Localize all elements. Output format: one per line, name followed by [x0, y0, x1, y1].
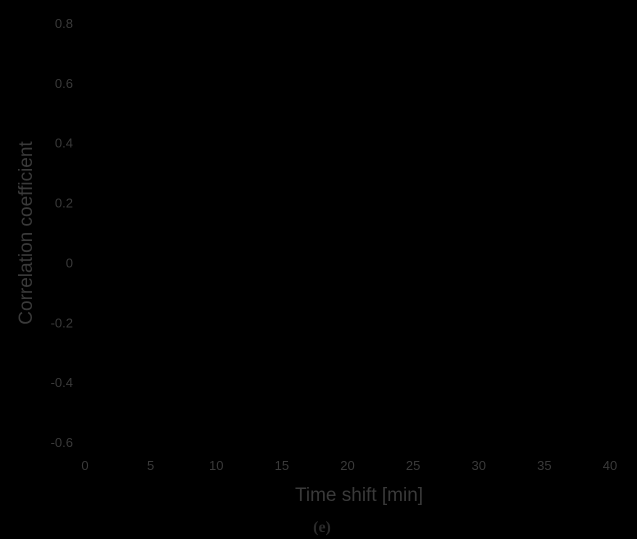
y-tick-label: 0.2 — [55, 196, 73, 211]
y-axis-label: Correlation coefficient — [16, 141, 37, 325]
y-tick-label: -0.6 — [51, 435, 73, 450]
x-tick-label: 15 — [275, 458, 289, 473]
x-tick-label: 20 — [340, 458, 354, 473]
y-axis-ticks: 0.8 0.6 0.4 0.2 0 -0.2 -0.4 -0.6 — [51, 16, 73, 450]
y-tick-label: 0.6 — [55, 76, 73, 91]
x-axis-ticks: 0 5 10 15 20 25 30 35 40 — [81, 458, 617, 473]
x-tick-label: 25 — [406, 458, 420, 473]
x-axis-label: Time shift [min] — [295, 485, 423, 506]
y-tick-label: 0.8 — [55, 16, 73, 31]
x-tick-label: 40 — [603, 458, 617, 473]
x-tick-label: 0 — [81, 458, 88, 473]
x-tick-label: 35 — [537, 458, 551, 473]
y-tick-label: 0.4 — [55, 136, 73, 151]
y-tick-label: -0.2 — [51, 315, 73, 330]
x-tick-label: 5 — [147, 458, 154, 473]
x-tick-label: 30 — [472, 458, 486, 473]
y-tick-label: -0.4 — [51, 375, 73, 390]
panel-label: (e) — [313, 519, 331, 536]
x-tick-label: 10 — [209, 458, 223, 473]
y-tick-label: 0 — [66, 255, 73, 270]
